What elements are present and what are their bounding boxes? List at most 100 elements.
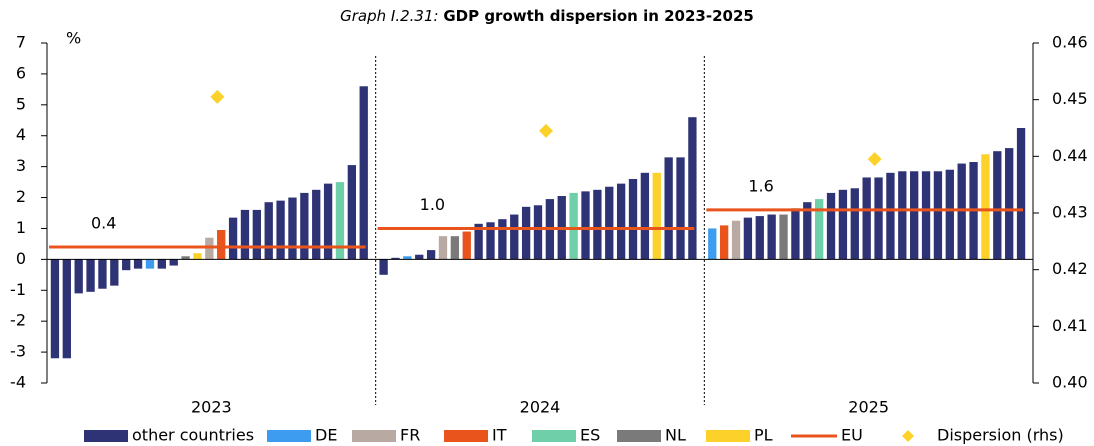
bar [719, 225, 729, 260]
y-tick-label: -1 [10, 280, 26, 299]
bar [676, 157, 685, 260]
bar [426, 250, 436, 260]
bar [755, 216, 764, 260]
bar [874, 177, 883, 260]
eu-label: 0.4 [91, 214, 116, 233]
y2-tick-label: 0.43 [1052, 203, 1088, 222]
bar [803, 202, 812, 260]
bar [933, 171, 943, 260]
y-tick-label: 3 [16, 156, 26, 175]
bar [910, 171, 919, 260]
bar [462, 231, 471, 260]
x-tick-label: 2023 [191, 398, 232, 417]
y-tick-label: 0 [16, 249, 26, 268]
bar [838, 189, 848, 260]
bar [50, 259, 60, 359]
bar [581, 191, 590, 260]
dispersion-marker [210, 89, 225, 104]
bar [731, 220, 741, 260]
bar [86, 259, 95, 292]
bar [898, 171, 907, 260]
bar [640, 172, 650, 260]
y-tick-label: -3 [10, 342, 26, 361]
bar [743, 217, 753, 260]
bar [359, 86, 368, 260]
legend-label: EU [841, 426, 863, 445]
bar [438, 236, 448, 260]
bar [62, 259, 71, 359]
bar [993, 151, 1002, 260]
x-tick-label: 2025 [848, 398, 889, 417]
bar [264, 202, 273, 260]
bar [205, 237, 214, 260]
bar [708, 228, 717, 260]
bar [181, 256, 190, 260]
y-tick-label: -2 [10, 311, 26, 330]
legend-label: ES [580, 426, 600, 445]
bar [288, 197, 297, 260]
bar [1005, 148, 1014, 260]
bar [403, 256, 412, 260]
y-tick-label: 1 [16, 218, 26, 237]
legend-swatch [352, 430, 396, 442]
bar [886, 172, 895, 260]
bar [767, 214, 776, 260]
bar [779, 214, 788, 260]
bar [862, 177, 871, 260]
y-tick-label: 6 [16, 63, 26, 82]
title-prefix: Graph I.2.31: [340, 7, 438, 25]
bar [335, 182, 345, 260]
bar [826, 192, 836, 260]
legend-swatch [444, 430, 488, 442]
bar [240, 209, 250, 260]
y-tick-label: 5 [16, 94, 26, 113]
bar [323, 183, 333, 260]
bar [688, 117, 697, 260]
bar [945, 169, 954, 260]
legend-swatch [706, 430, 750, 442]
bar [628, 179, 638, 260]
bar [921, 171, 931, 260]
legend-swatch [617, 430, 661, 442]
bar [110, 259, 119, 286]
y-tick-label: 4 [16, 125, 26, 144]
bar [276, 200, 285, 260]
bar [379, 259, 388, 275]
bar [300, 192, 309, 260]
legend-swatch [532, 430, 576, 442]
legend-label: PL [754, 426, 773, 445]
bar [391, 257, 400, 260]
bar [474, 223, 483, 260]
x-tick-label: 2024 [520, 398, 561, 417]
legend-label: DE [315, 426, 337, 445]
bar [193, 253, 202, 260]
y2-tick-label: 0.41 [1052, 316, 1088, 335]
y2-tick-label: 0.40 [1052, 373, 1088, 392]
bar [145, 259, 155, 269]
legend-swatch [84, 430, 128, 442]
bar [98, 259, 107, 289]
bar [74, 259, 83, 294]
bar [593, 189, 602, 260]
bar [252, 209, 261, 260]
bar [616, 183, 626, 260]
y2-tick-label: 0.46 [1052, 33, 1088, 52]
dispersion-marker [539, 123, 553, 138]
bar [957, 163, 966, 260]
bar [815, 199, 824, 260]
bar [533, 205, 543, 260]
bar [1016, 128, 1026, 260]
bar [450, 236, 460, 260]
chart-title: Graph I.2.31: GDP growth dispersion in 2… [340, 7, 754, 25]
bar [133, 259, 143, 269]
bar [415, 254, 424, 260]
y2-tick-label: 0.44 [1052, 146, 1088, 165]
bar [228, 217, 238, 260]
y-unit: % [66, 29, 81, 48]
bar [217, 230, 226, 260]
bar [791, 208, 800, 260]
bar [981, 154, 990, 260]
bar [312, 189, 321, 260]
legend-swatch [902, 430, 914, 442]
